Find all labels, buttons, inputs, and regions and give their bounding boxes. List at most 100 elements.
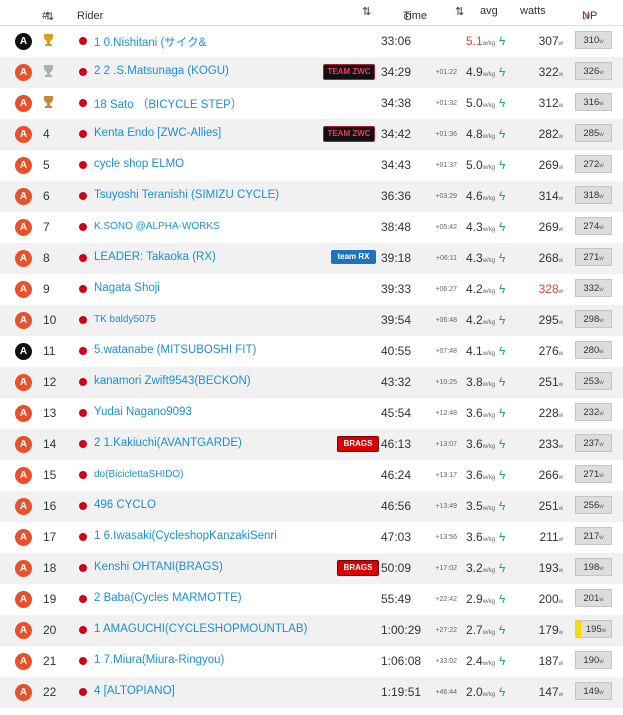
category-badge: A	[15, 33, 32, 50]
table-row[interactable]: A 19 2 Baba(Cycles MARMOTTE) 55:49 +22:4…	[0, 584, 623, 615]
rider-name-link[interactable]: 18 Sato （BICYCLE STEP）	[94, 99, 243, 111]
table-header: # ⇅ Rider ⇅ Time ⊙ ⇅ avg watts NP ↗	[0, 0, 623, 26]
japan-flag-icon	[79, 316, 87, 324]
rider-name-link[interactable]: 1 0.Nishitani (サイク&	[94, 37, 207, 49]
table-row[interactable]: A 13 Yudai Nagano9093 45:54 +12:48 3.6w/…	[0, 398, 623, 429]
time-gap: +10:25	[435, 379, 457, 386]
table-row[interactable]: A 22 4 [ALTOPIANO] 1:19:51 +46:44 2.0w/k…	[0, 677, 623, 708]
rider-name-link[interactable]: TK baldy5075	[94, 314, 156, 325]
avg-wkg: 2.4w/kg	[466, 654, 496, 668]
team-badge[interactable]: BRAGS	[337, 436, 379, 452]
table-row[interactable]: A 16 496 CYCLO 46:56 +13:49 3.5w/kg ϟ 25…	[0, 491, 623, 522]
team-badge[interactable]: team RX	[331, 250, 376, 264]
category-badge: A	[15, 250, 32, 267]
table-row[interactable]: A 10 TK baldy5075 39:54 +06:48 4.2w/kg ϟ…	[0, 305, 623, 336]
table-row[interactable]: A 12 kanamori Zwift9543(BECKON) 43:32 +1…	[0, 367, 623, 398]
np-watts-box: 195w	[575, 620, 612, 638]
table-row[interactable]: A 20 1 AMAGUCHI(CYCLESHOPMOUNTLAB) 1:00:…	[0, 615, 623, 646]
time-gap: +27:22	[435, 627, 457, 634]
table-row[interactable]: A 5 cycle shop ELMO 34:43 +01:37 5.0w/kg…	[0, 150, 623, 181]
rider-name-link[interactable]: Kenta Endo [ZWC-Allies]	[94, 127, 222, 139]
avg-watts: 211w	[539, 530, 563, 544]
rider-name-link[interactable]: Nagata Shoji	[94, 282, 160, 294]
time-gap: +46:44	[435, 689, 457, 696]
finish-time: 55:49	[381, 592, 412, 606]
lightning-icon: ϟ	[499, 282, 506, 296]
table-row[interactable]: A 2 2 .S.Matsunaga (KOGU) TEAM ZWC 34:29…	[0, 57, 623, 88]
time-gap: +13:07	[435, 441, 457, 448]
rider-name-link[interactable]: kanamori Zwift9543(BECKON)	[94, 375, 251, 387]
table-row[interactable]: A 18 Kenshi OHTANI(BRAGS) BRAGS 50:09 +1…	[0, 553, 623, 584]
category-badge: A	[15, 653, 32, 670]
finish-time: 34:38	[381, 96, 412, 110]
table-row[interactable]: A 21 1 7.Miura(Miura-Ringyou) 1:06:08 +3…	[0, 646, 623, 677]
rider-name-link[interactable]: 496 CYCLO	[94, 499, 157, 511]
finish-time: 1:00:29	[381, 623, 422, 637]
rider-name-link[interactable]: 2 Baba(Cycles MARMOTTE)	[94, 592, 242, 604]
time-gap: +22:42	[435, 596, 457, 603]
category-badge: A	[15, 622, 32, 639]
np-watts-box: 232w	[575, 403, 612, 421]
category-badge: A	[15, 467, 32, 484]
time-gap: +13:17	[435, 472, 457, 479]
rider-sort-icon[interactable]: ⇅	[362, 6, 372, 18]
time-sort-icon[interactable]: ⇅	[455, 6, 465, 18]
rider-name-link[interactable]: 4 [ALTOPIANO]	[94, 685, 175, 697]
finish-time: 1:19:51	[381, 685, 422, 699]
table-row[interactable]: A 15 do(BiciclettaSHIDO) 46:24 +13:17 3.…	[0, 460, 623, 491]
rider-name-link[interactable]: 1 AMAGUCHI(CYCLESHOPMOUNTLAB)	[94, 623, 308, 635]
table-row[interactable]: A 1 0.Nishitani (サイク& 33:06 5.1w/kg ϟ 30…	[0, 26, 623, 57]
table-row[interactable]: A 7 K.SONO @ALPHA-WORKS 38:48 +05:42 4.3…	[0, 212, 623, 243]
np-watts-box: 298w	[575, 310, 612, 328]
avg-wkg: 4.9w/kg	[466, 65, 496, 79]
japan-flag-icon	[79, 37, 87, 45]
avg-watts: 251w	[538, 499, 563, 513]
rider-name-link[interactable]: 2 1.Kakiuchi(AVANTGARDE)	[94, 437, 242, 449]
rider-name-link[interactable]: cycle shop ELMO	[94, 158, 185, 170]
avg-wkg: 5.1w/kg	[466, 34, 496, 48]
table-row[interactable]: A 14 2 1.Kakiuchi(AVANTGARDE) BRAGS 46:1…	[0, 429, 623, 460]
finish-time: 46:24	[381, 468, 412, 482]
rider-name-link[interactable]: K.SONO @ALPHA-WORKS	[94, 221, 220, 232]
rider-name-link[interactable]: do(BiciclettaSHIDO)	[94, 469, 184, 480]
trophy-icon	[43, 33, 54, 47]
category-badge: A	[15, 343, 32, 360]
rider-name-link[interactable]: 1 6.Iwasaki(CycleshopKanzakiSenri	[94, 530, 277, 542]
np-watts-box: 318w	[575, 186, 612, 204]
team-badge[interactable]: BRAGS	[337, 560, 379, 576]
table-row[interactable]: A 17 1 6.Iwasaki(CycleshopKanzakiSenri 4…	[0, 522, 623, 553]
lightning-icon: ϟ	[499, 592, 506, 606]
time-gap: +01:36	[435, 131, 457, 138]
lightning-icon: ϟ	[499, 127, 506, 141]
rider-name-link[interactable]: 2 2 .S.Matsunaga (KOGU)	[94, 65, 229, 77]
table-row[interactable]: A 8 LEADER: Takaoka (RX) team RX 39:18 +…	[0, 243, 623, 274]
column-header-watts[interactable]: watts	[520, 5, 546, 17]
table-row[interactable]: A 11 5.watanabe (MITSUBOSHI FIT) 40:55 +…	[0, 336, 623, 367]
np-watts-box: 326w	[575, 62, 612, 80]
team-badge[interactable]: TEAM ZWC	[323, 64, 375, 80]
rider-name-link[interactable]: LEADER: Takaoka (RX)	[94, 251, 216, 263]
avg-watts: 251w	[538, 375, 563, 389]
category-badge: A	[15, 126, 32, 143]
rider-name-link[interactable]: Yudai Nagano9093	[94, 406, 192, 418]
table-row[interactable]: A 18 Sato （BICYCLE STEP） 34:38 +01:32 5.…	[0, 88, 623, 119]
table-row[interactable]: A 4 Kenta Endo [ZWC-Allies] TEAM ZWC 34:…	[0, 119, 623, 150]
category-badge: A	[15, 188, 32, 205]
category-badge: A	[15, 281, 32, 298]
lightning-icon: ϟ	[499, 406, 506, 420]
table-row[interactable]: A 9 Nagata Shoji 39:33 +06:27 4.2w/kg ϟ …	[0, 274, 623, 305]
rider-name-link[interactable]: 5.watanabe (MITSUBOSHI FIT)	[94, 344, 257, 356]
column-header-avg[interactable]: avg	[480, 5, 498, 17]
avg-watts: 328w	[538, 282, 563, 296]
avg-wkg: 3.6w/kg	[466, 437, 496, 451]
category-badge: A	[15, 64, 32, 81]
rider-name-link[interactable]: 1 7.Miura(Miura-Ringyou)	[94, 654, 225, 666]
team-badge[interactable]: TEAM ZWC	[323, 126, 375, 142]
finish-time: 50:09	[381, 561, 412, 575]
rider-name-link[interactable]: Kenshi OHTANI(BRAGS)	[94, 561, 223, 573]
category-badge: A	[15, 95, 32, 112]
sort-icon[interactable]: ⇅	[45, 11, 55, 23]
lightning-icon: ϟ	[499, 499, 506, 513]
table-row[interactable]: A 6 Tsuyoshi Teranishi (SIMIZU CYCLE) 36…	[0, 181, 623, 212]
rider-name-link[interactable]: Tsuyoshi Teranishi (SIMIZU CYCLE)	[94, 189, 280, 201]
